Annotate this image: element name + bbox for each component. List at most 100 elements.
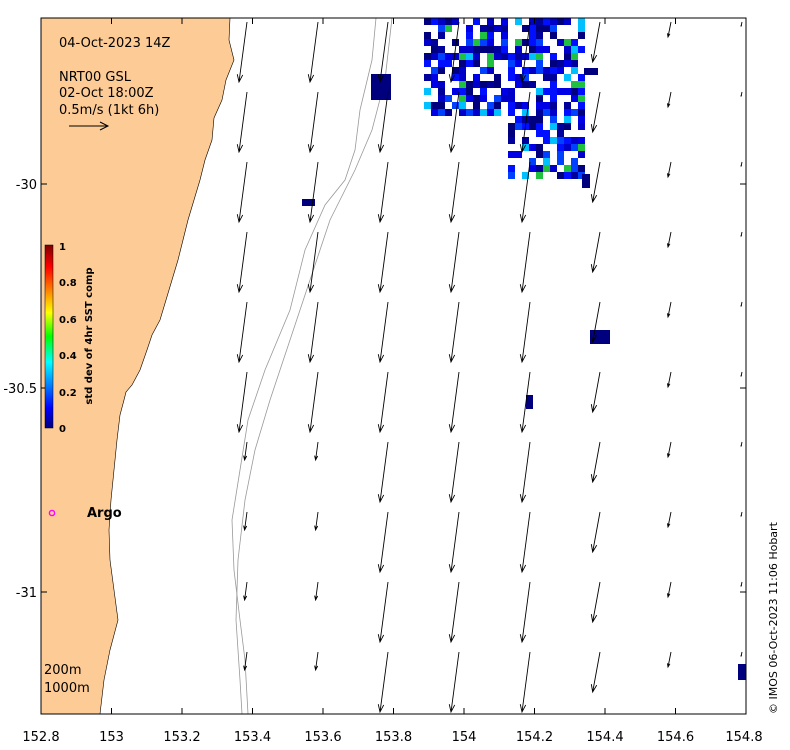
sst-pixel <box>557 67 564 74</box>
sst-pixel <box>578 46 585 53</box>
sst-pixel <box>578 95 585 102</box>
y-tick-label: -30.5 <box>3 382 37 397</box>
current-vector <box>590 231 601 274</box>
current-vector <box>377 371 389 434</box>
sst-pixel <box>459 95 466 102</box>
current-vector <box>519 161 531 224</box>
x-tick-label: 153 <box>99 730 124 745</box>
sst-pixel <box>522 67 529 74</box>
sst-pixel <box>522 116 529 123</box>
current-vector <box>590 371 601 414</box>
sst-pixel <box>578 172 585 179</box>
sst-pixel <box>529 81 536 88</box>
current-vector <box>314 441 319 462</box>
sst-pixel <box>529 46 536 53</box>
sst-std-dev-pixels <box>302 18 746 680</box>
sst-pixel <box>445 60 452 67</box>
current-vector <box>377 91 389 154</box>
sst-pixel <box>438 81 445 88</box>
current-vector <box>666 651 672 669</box>
sst-pixel <box>522 144 529 151</box>
current-vector <box>590 581 601 624</box>
sst-pixel <box>459 109 466 116</box>
current-vector <box>519 21 531 84</box>
sst-pixel <box>438 18 445 25</box>
sst-pixel <box>452 39 459 46</box>
sst-pixel <box>480 95 487 102</box>
sst-pixel <box>522 74 529 81</box>
current-vector <box>236 91 248 154</box>
sst-pixel <box>571 172 578 179</box>
sst-pixel <box>543 130 550 137</box>
sst-pixel <box>578 165 585 172</box>
sst-pixel <box>515 74 522 81</box>
sst-pixel <box>536 39 543 46</box>
sst-pixel <box>529 18 536 25</box>
sst-pixel <box>508 165 515 172</box>
sst-pixel <box>515 151 522 158</box>
sst-pixel <box>473 81 480 88</box>
current-vector <box>740 231 743 238</box>
sst-pixel <box>480 39 487 46</box>
sst-pixel <box>529 67 536 74</box>
sst-pixel <box>515 53 522 60</box>
sst-pixel <box>522 39 529 46</box>
sst-pixel <box>564 144 571 151</box>
current-vector <box>307 231 319 294</box>
current-vector <box>314 511 319 532</box>
sst-pixel <box>557 60 564 67</box>
current-vector <box>666 301 672 319</box>
sst-pixel <box>557 151 564 158</box>
current-vector <box>590 651 601 694</box>
sst-pixel <box>550 32 557 39</box>
sst-pixel <box>564 18 571 25</box>
sst-pixel <box>466 39 473 46</box>
current-vector <box>243 511 248 532</box>
current-vector <box>740 301 743 308</box>
sst-pixel <box>557 88 564 95</box>
sst-pixel <box>501 25 508 32</box>
argo-float-marker <box>48 509 56 517</box>
current-vector <box>448 21 460 84</box>
current-vector <box>666 21 672 39</box>
sst-pixel <box>557 144 564 151</box>
colorbar-tick: 0.2 <box>59 388 77 399</box>
sst-pixel <box>550 18 557 25</box>
sst-pixel <box>578 102 585 109</box>
sst-pixel <box>557 158 564 165</box>
sst-pixel <box>536 60 543 67</box>
sst-pixel <box>508 88 515 95</box>
sst-pixel <box>445 109 452 116</box>
sst-pixel <box>564 53 571 60</box>
sst-pixel <box>466 109 473 116</box>
current-vector <box>236 231 248 294</box>
sst-pixel <box>590 330 610 344</box>
sst-pixel <box>487 18 494 25</box>
sst-pixel <box>550 95 557 102</box>
current-vector <box>590 21 601 64</box>
sst-pixel <box>473 109 480 116</box>
sst-pixel <box>508 60 515 67</box>
sst-pixel <box>536 53 543 60</box>
sst-pixel <box>571 88 578 95</box>
sst-pixel <box>473 102 480 109</box>
current-vector <box>740 371 743 378</box>
x-tick-label: 153.4 <box>234 730 271 745</box>
sst-pixel <box>536 25 543 32</box>
sst-pixel <box>438 67 445 74</box>
sst-pixel <box>501 46 508 53</box>
sst-pixel <box>480 81 487 88</box>
sst-pixel <box>445 25 452 32</box>
sst-pixel <box>564 172 571 179</box>
sst-pixel <box>578 18 585 25</box>
sst-pixel <box>571 109 578 116</box>
sst-pixel <box>480 67 487 74</box>
sst-pixel <box>508 172 515 179</box>
sst-pixel <box>550 53 557 60</box>
x-tick-label: 153.8 <box>375 730 412 745</box>
sst-pixel <box>564 116 571 123</box>
sst-pixel <box>557 123 564 130</box>
current-vector <box>519 91 531 154</box>
sst-pixel <box>487 39 494 46</box>
